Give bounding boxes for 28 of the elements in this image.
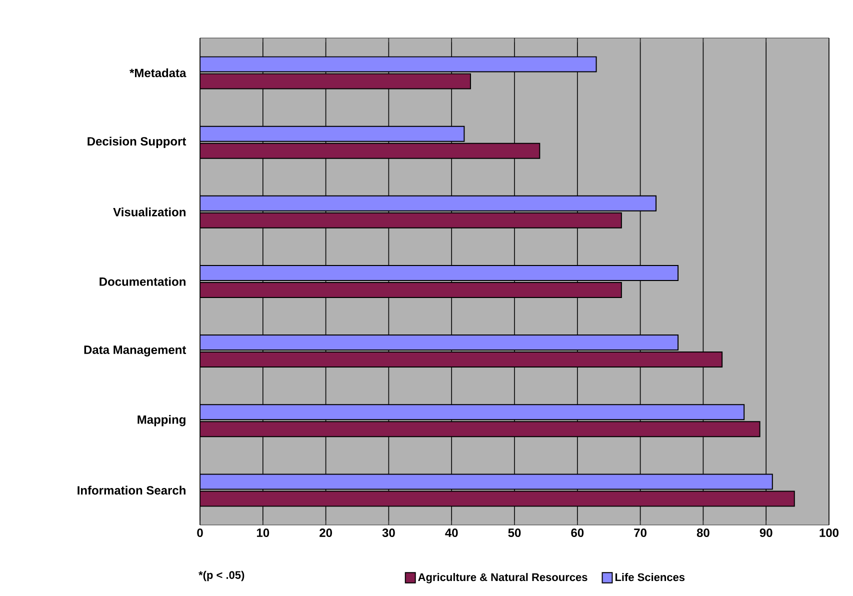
y-tick-label: Mapping (138, 415, 186, 426)
y-tick-label: Visualization (113, 208, 186, 216)
y-tick-label: Data Management (84, 346, 186, 356)
x-tick-label: 80 (696, 528, 710, 538)
legend-label: Agriculture & Natural Resources (418, 573, 588, 584)
y-tick-label: Documentation (100, 277, 186, 286)
y-tick-label: *Metadata (130, 68, 186, 78)
legend-label: Life Sciences (615, 573, 685, 582)
x-tick-label: 10 (256, 528, 270, 538)
bar (200, 334, 679, 351)
y-tick-label: Information Search (78, 486, 186, 495)
x-tick-label: 100 (820, 528, 839, 538)
x-tick-label: 30 (382, 528, 395, 538)
bar (200, 195, 657, 212)
x-tick-label: 60 (571, 528, 584, 538)
bar (200, 264, 679, 281)
x-tick-label: 20 (320, 528, 332, 538)
x-tick-label: 40 (445, 528, 458, 538)
x-tick-label: 0 (197, 528, 203, 538)
bar (200, 56, 597, 72)
text: *(p < .05) (198, 570, 244, 582)
bar (200, 474, 773, 490)
bar (200, 404, 745, 420)
x-tick-label: 70 (634, 528, 646, 538)
x-tick-label: 90 (760, 528, 772, 538)
bar (200, 126, 465, 142)
x-tick-label: 50 (508, 528, 521, 538)
y-tick-label: Decision Support (88, 136, 186, 148)
